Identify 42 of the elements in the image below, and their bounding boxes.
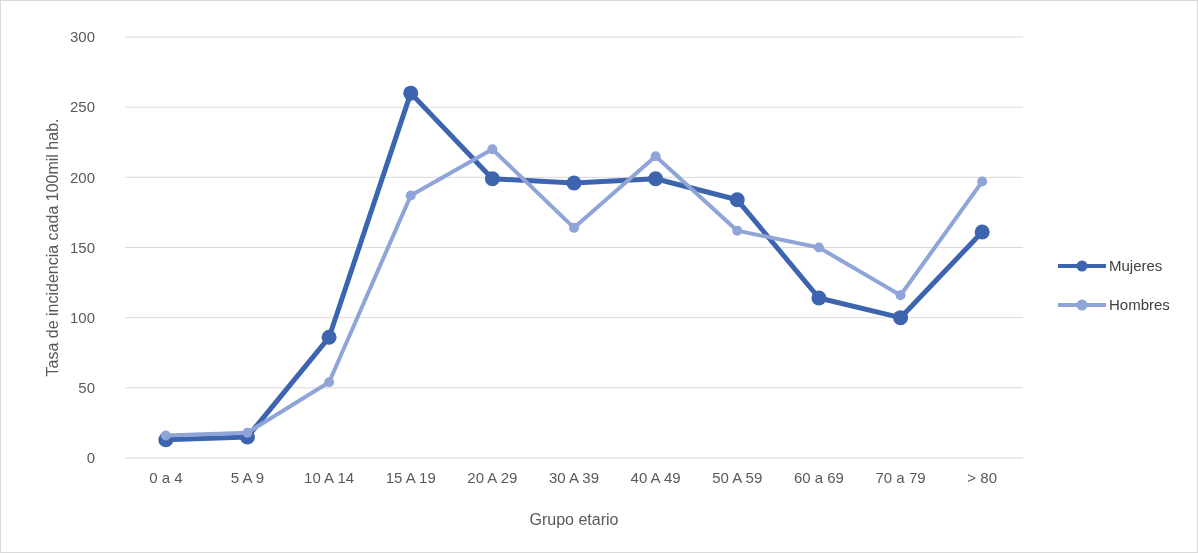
point	[732, 225, 743, 236]
x-tick-label: 15 A 19	[385, 469, 436, 486]
x-tick-label: 0 a 4	[149, 469, 183, 486]
point	[893, 310, 909, 326]
point	[650, 151, 661, 162]
y-tick-label: 300	[69, 28, 95, 46]
x-axis-title: Grupo etario	[529, 511, 619, 528]
point	[487, 144, 498, 155]
point	[569, 222, 579, 233]
y-tick-label: 0	[86, 449, 95, 467]
y-tick-label: 100	[69, 308, 95, 326]
x-tick-label: 40 A 49	[630, 469, 681, 486]
x-tick-label: 10 A 14	[304, 469, 355, 486]
point	[974, 224, 990, 240]
point	[242, 427, 253, 438]
legend-label: Mujeres	[1109, 257, 1163, 275]
y-tick-label: 50	[78, 379, 95, 397]
point	[977, 176, 988, 187]
point	[160, 430, 171, 441]
point	[484, 171, 500, 187]
x-tick-label: > 80	[967, 469, 997, 486]
x-tick-label: 70 a 79	[875, 469, 926, 486]
x-tick-label: 30 A 39	[548, 469, 600, 486]
point	[813, 242, 824, 253]
point	[729, 192, 745, 208]
point	[566, 175, 582, 191]
y-tick-label: 150	[69, 238, 95, 256]
point	[895, 290, 906, 301]
point	[648, 171, 664, 187]
x-tick-label: 20 A 29	[467, 469, 518, 486]
point	[403, 85, 419, 101]
y-tick-label: 250	[69, 98, 95, 116]
x-tick-label: 60 a 69	[793, 469, 844, 486]
point	[405, 190, 416, 201]
point	[811, 290, 827, 306]
y-axis-title: Tasa de incidencia cada 100mil hab.	[44, 118, 61, 377]
point	[321, 329, 337, 345]
legend-label: Hombres	[1109, 296, 1170, 314]
x-tick-label: 5 A 9	[230, 469, 265, 486]
x-tick-label: 50 A 59	[712, 469, 763, 486]
y-tick-label: 200	[69, 168, 95, 186]
point	[324, 377, 335, 388]
